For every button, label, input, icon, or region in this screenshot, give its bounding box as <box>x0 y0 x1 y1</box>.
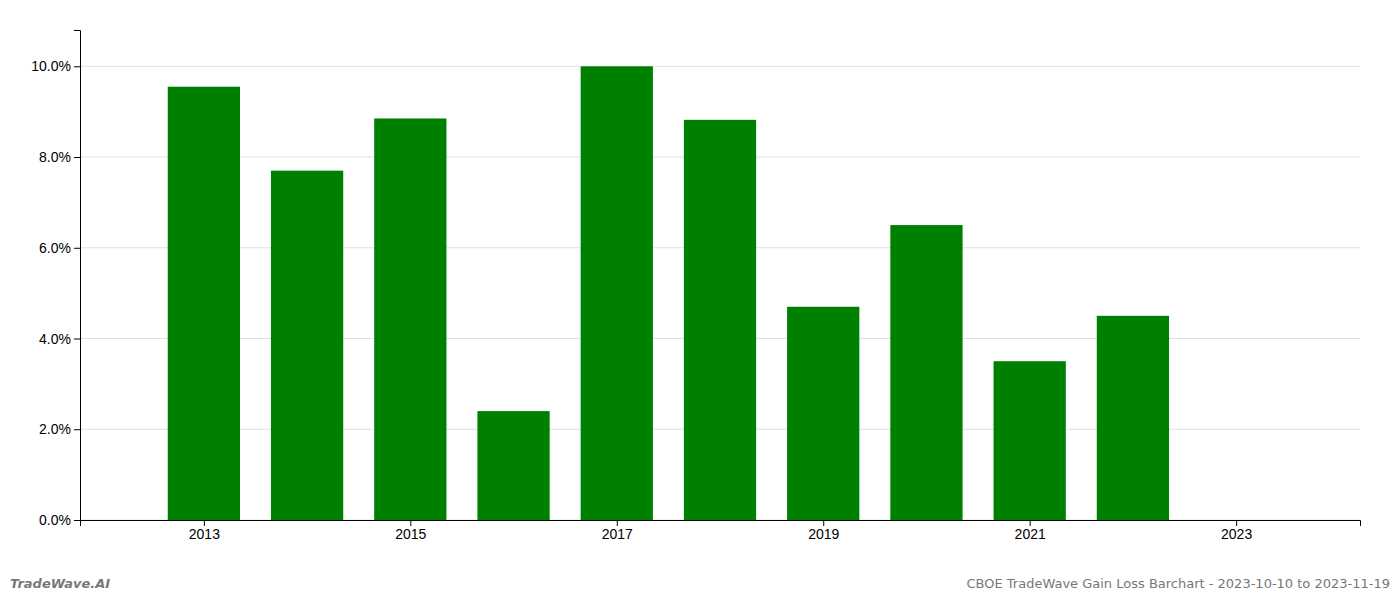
grid <box>80 66 1360 520</box>
tick: 2015 <box>395 520 426 542</box>
tick: 10.0% <box>31 58 80 74</box>
tick: 8.0% <box>39 149 80 165</box>
tick-label: 2017 <box>602 526 633 542</box>
tick-label: 10.0% <box>31 58 71 74</box>
chart: 0.0%2.0%4.0%6.0%8.0%10.0%201320152017201… <box>0 0 1400 600</box>
bar <box>581 66 653 520</box>
footer-right: CBOE TradeWave Gain Loss Barchart - 2023… <box>966 576 1390 591</box>
tick: 2021 <box>1015 520 1046 542</box>
bars <box>168 66 1169 520</box>
tick-mark <box>74 520 80 521</box>
bar <box>374 118 446 520</box>
tick-mark <box>74 429 80 430</box>
bar <box>477 411 549 520</box>
footer-left: TradeWave.AI <box>10 576 110 591</box>
bar <box>787 307 859 520</box>
bar <box>994 361 1066 520</box>
tick-label: 2023 <box>1221 526 1252 542</box>
y-axis: 0.0% 2.0% 4.0% 6.0% 8.0% 10.0% <box>31 31 80 528</box>
tick-label: 2015 <box>395 526 426 542</box>
tick-label: 8.0% <box>39 149 71 165</box>
tick-label: 0.0% <box>39 512 71 528</box>
bar <box>1097 316 1169 520</box>
tick-mark <box>74 339 80 340</box>
axis-line <box>74 31 81 521</box>
tick: 2017 <box>602 520 633 542</box>
tick-label: 2021 <box>1015 526 1046 542</box>
tick-label: 6.0% <box>39 240 71 256</box>
tick-label: 2013 <box>189 526 220 542</box>
bar <box>168 87 240 520</box>
tick: 2019 <box>808 520 839 542</box>
annotations: TradeWave.AI CBOE TradeWave Gain Loss Bar… <box>10 576 1390 591</box>
tick: 6.0% <box>39 240 80 256</box>
bar <box>890 225 962 520</box>
x-axis: 2013 2015 2017 2019 2021 2023 <box>81 520 1361 542</box>
tick: 0.0% <box>39 512 80 528</box>
tick-mark <box>74 248 80 249</box>
tick-mark <box>74 66 80 67</box>
tick-mark <box>74 157 80 158</box>
bar <box>684 120 756 520</box>
tick: 2023 <box>1221 520 1252 542</box>
grid-line <box>80 66 1360 67</box>
tick: 2013 <box>189 520 220 542</box>
tick: 4.0% <box>39 330 80 346</box>
tick: 2.0% <box>39 421 80 437</box>
axis-line <box>81 521 1361 527</box>
tick-label: 2.0% <box>39 421 71 437</box>
tick-label: 2019 <box>808 526 839 542</box>
bar <box>271 171 343 520</box>
tick-label: 4.0% <box>39 330 71 346</box>
